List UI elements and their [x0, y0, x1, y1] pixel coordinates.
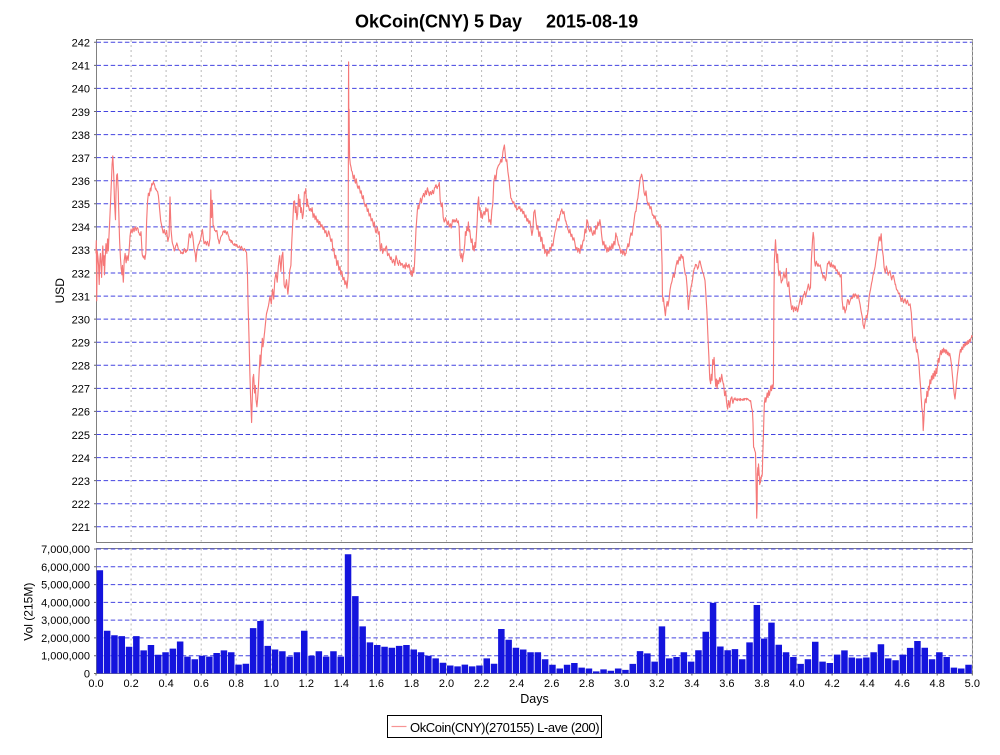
svg-text:OkCoin(CNY)(270155) L-ave (200: OkCoin(CNY)(270155) L-ave (200): [410, 720, 599, 735]
svg-text:1,000,000: 1,000,000: [41, 651, 90, 663]
svg-text:0: 0: [84, 669, 90, 681]
svg-text:1.6: 1.6: [369, 678, 384, 690]
svg-text:223: 223: [72, 476, 90, 488]
svg-text:1.0: 1.0: [264, 678, 279, 690]
svg-text:234: 234: [72, 222, 90, 234]
svg-text:4.6: 4.6: [895, 678, 910, 690]
svg-text:USD: USD: [53, 278, 67, 304]
svg-text:3.8: 3.8: [754, 678, 769, 690]
svg-text:228: 228: [72, 361, 90, 373]
svg-text:3.2: 3.2: [649, 678, 664, 690]
svg-text:3.4: 3.4: [684, 678, 699, 690]
svg-text:OkCoin(CNY) 5 Day: OkCoin(CNY) 5 Day: [355, 12, 522, 32]
svg-text:238: 238: [72, 130, 90, 142]
svg-text:2.4: 2.4: [509, 678, 524, 690]
svg-text:1.2: 1.2: [299, 678, 314, 690]
svg-text:Vol (215M): Vol (215M): [22, 583, 36, 641]
svg-text:4.0: 4.0: [789, 678, 804, 690]
svg-text:222: 222: [72, 499, 90, 511]
svg-text:242: 242: [72, 38, 90, 50]
svg-text:0.0: 0.0: [88, 678, 103, 690]
svg-text:2.8: 2.8: [579, 678, 594, 690]
svg-text:4.2: 4.2: [824, 678, 839, 690]
svg-text:233: 233: [72, 245, 90, 257]
svg-text:5,000,000: 5,000,000: [41, 580, 90, 592]
svg-text:224: 224: [72, 453, 90, 465]
svg-text:230: 230: [72, 314, 90, 326]
svg-text:0.4: 0.4: [158, 678, 173, 690]
svg-text:0.6: 0.6: [194, 678, 209, 690]
svg-text:7,000,000: 7,000,000: [41, 544, 90, 556]
svg-text:4,000,000: 4,000,000: [41, 597, 90, 609]
svg-text:1.8: 1.8: [404, 678, 419, 690]
svg-text:1.4: 1.4: [334, 678, 349, 690]
svg-text:5.0: 5.0: [965, 678, 980, 690]
svg-text:2.2: 2.2: [474, 678, 489, 690]
svg-text:221: 221: [72, 522, 90, 534]
svg-text:2.6: 2.6: [544, 678, 559, 690]
svg-text:2,000,000: 2,000,000: [41, 633, 90, 645]
svg-text:241: 241: [72, 61, 90, 73]
svg-text:3.0: 3.0: [614, 678, 629, 690]
svg-text:239: 239: [72, 107, 90, 119]
svg-text:237: 237: [72, 153, 90, 165]
svg-text:225: 225: [72, 430, 90, 442]
svg-text:235: 235: [72, 199, 90, 211]
svg-text:Days: Days: [520, 692, 548, 706]
svg-text:240: 240: [72, 84, 90, 96]
svg-text:227: 227: [72, 384, 90, 396]
svg-text:0.2: 0.2: [123, 678, 138, 690]
svg-text:236: 236: [72, 176, 90, 188]
svg-text:2.0: 2.0: [439, 678, 454, 690]
svg-text:226: 226: [72, 407, 90, 419]
svg-text:0.8: 0.8: [229, 678, 244, 690]
svg-text:6,000,000: 6,000,000: [41, 562, 90, 574]
svg-text:3,000,000: 3,000,000: [41, 615, 90, 627]
svg-text:4.8: 4.8: [930, 678, 945, 690]
svg-text:4.4: 4.4: [859, 678, 874, 690]
svg-text:2015-08-19: 2015-08-19: [546, 12, 638, 32]
svg-text:231: 231: [72, 291, 90, 303]
svg-text:232: 232: [72, 268, 90, 280]
svg-text:229: 229: [72, 338, 90, 350]
svg-text:3.6: 3.6: [719, 678, 734, 690]
